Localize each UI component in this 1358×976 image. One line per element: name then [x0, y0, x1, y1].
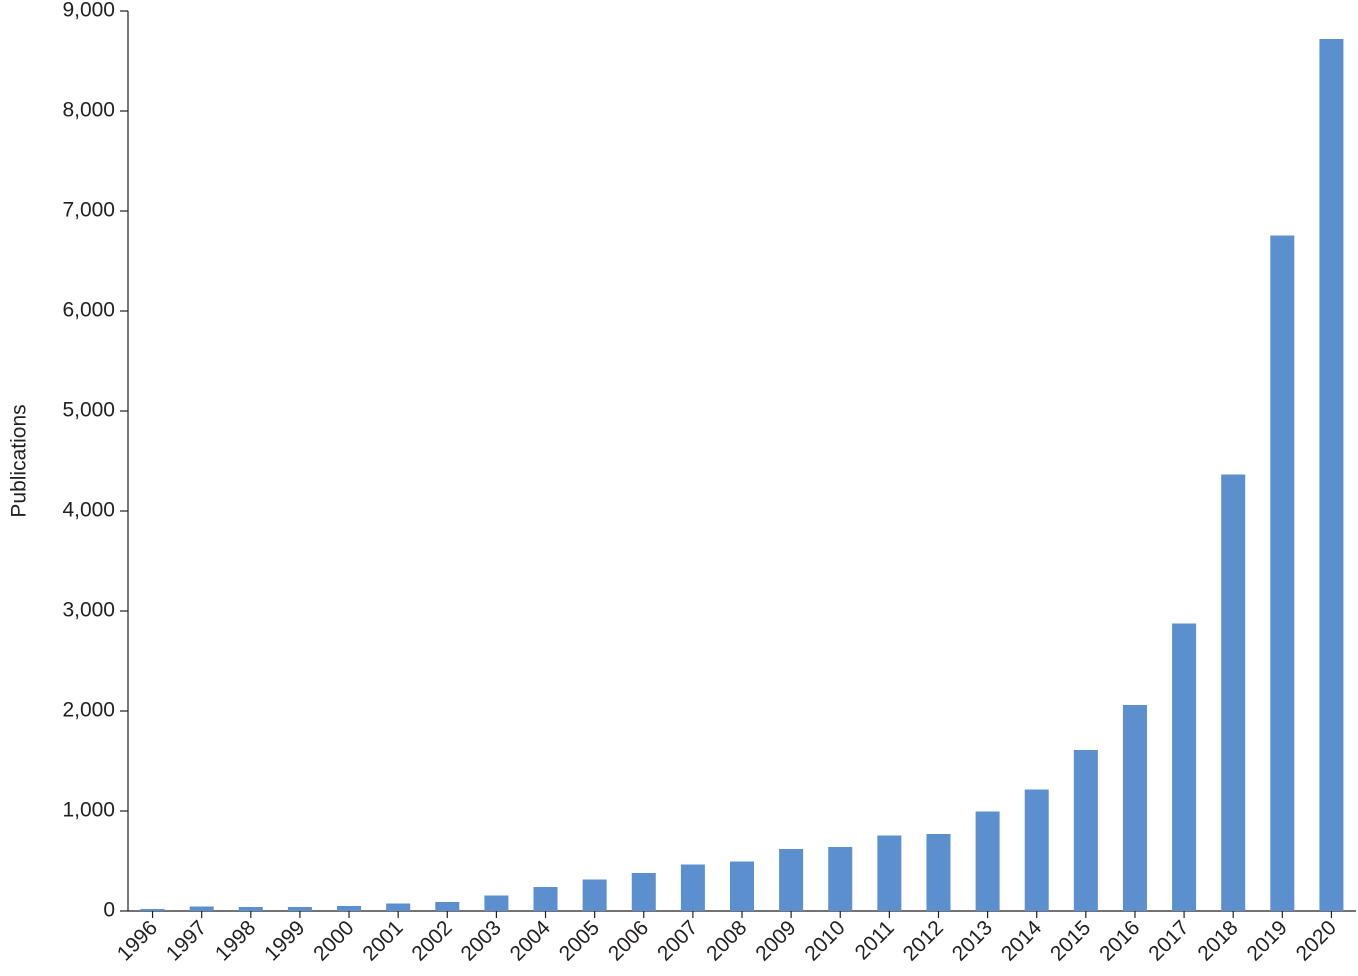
y-tick-label: 1,000 — [62, 799, 115, 822]
x-tick-label: 2016 — [1095, 916, 1144, 965]
y-tick-label: 0 — [103, 899, 115, 922]
x-tick-label: 2009 — [751, 916, 800, 965]
x-tick-label: 2010 — [800, 916, 849, 965]
bar — [1221, 474, 1246, 911]
y-tick-label: 8,000 — [62, 99, 115, 122]
x-tick-label: 2006 — [604, 916, 653, 965]
bar — [238, 907, 263, 911]
x-tick-label: 2018 — [1193, 916, 1242, 965]
bar — [1172, 623, 1197, 911]
bar — [680, 864, 705, 911]
bar — [828, 847, 853, 911]
x-tick-label: 2020 — [1292, 916, 1341, 965]
x-tick-label: 2000 — [309, 916, 358, 965]
x-tick-label: 1998 — [211, 916, 260, 965]
y-tick-label: 7,000 — [62, 199, 115, 222]
x-tick-label: 2002 — [407, 916, 456, 965]
bar — [730, 861, 754, 911]
bar — [533, 887, 558, 911]
x-tick-label: 1997 — [162, 916, 211, 965]
bar — [189, 906, 214, 911]
x-tick-label: 2017 — [1144, 916, 1193, 965]
bar — [582, 879, 607, 911]
bar — [435, 902, 460, 911]
x-tick-label: 2003 — [457, 916, 506, 965]
bar — [337, 906, 362, 911]
bar — [1073, 750, 1098, 911]
x-tick-label: 2007 — [653, 916, 702, 965]
bar — [386, 903, 411, 911]
y-tick-label: 6,000 — [62, 299, 115, 322]
x-tick-label: 1999 — [260, 916, 309, 965]
bar — [1122, 705, 1147, 911]
bar — [631, 873, 656, 911]
x-tick-label: 2014 — [997, 916, 1047, 966]
y-tick-label: 3,000 — [62, 599, 115, 622]
bar — [975, 811, 1000, 911]
bar — [484, 895, 509, 911]
x-tick-label: 2012 — [899, 916, 948, 965]
bar — [1024, 789, 1049, 911]
x-tick-label: 2004 — [506, 916, 556, 966]
x-tick-label: 2011 — [851, 916, 899, 964]
y-tick-label: 9,000 — [62, 0, 115, 22]
bar — [877, 835, 902, 911]
y-tick-label: 2,000 — [62, 699, 115, 722]
x-tick-label: 2019 — [1242, 916, 1291, 965]
x-tick-label: 2015 — [1046, 916, 1095, 965]
bar — [1319, 39, 1344, 911]
x-tick-label: 1996 — [113, 916, 162, 965]
y-axis-label: Publications — [8, 404, 31, 517]
x-tick-label: 2008 — [702, 916, 751, 965]
x-tick-label: 2005 — [555, 916, 604, 965]
bar — [1270, 235, 1295, 911]
bar — [779, 849, 804, 911]
y-tick-label: 4,000 — [62, 499, 115, 522]
x-tick-label: 2013 — [948, 916, 997, 965]
bar — [287, 907, 312, 911]
y-tick-label: 5,000 — [62, 399, 115, 422]
bar — [140, 909, 165, 911]
x-tick-label: 2001 — [358, 916, 407, 965]
bar — [926, 834, 951, 911]
